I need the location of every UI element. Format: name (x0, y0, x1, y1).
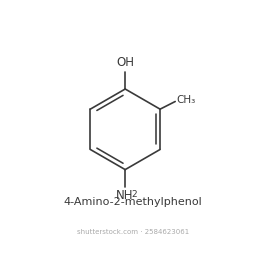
Text: 4-Amino-2-methylphenol: 4-Amino-2-methylphenol (64, 197, 203, 207)
Text: shutterstock.com · 2584623061: shutterstock.com · 2584623061 (77, 229, 189, 235)
Text: CH₃: CH₃ (177, 95, 196, 106)
Text: NH: NH (115, 189, 133, 202)
Text: OH: OH (116, 57, 134, 69)
Text: 2: 2 (132, 190, 137, 199)
